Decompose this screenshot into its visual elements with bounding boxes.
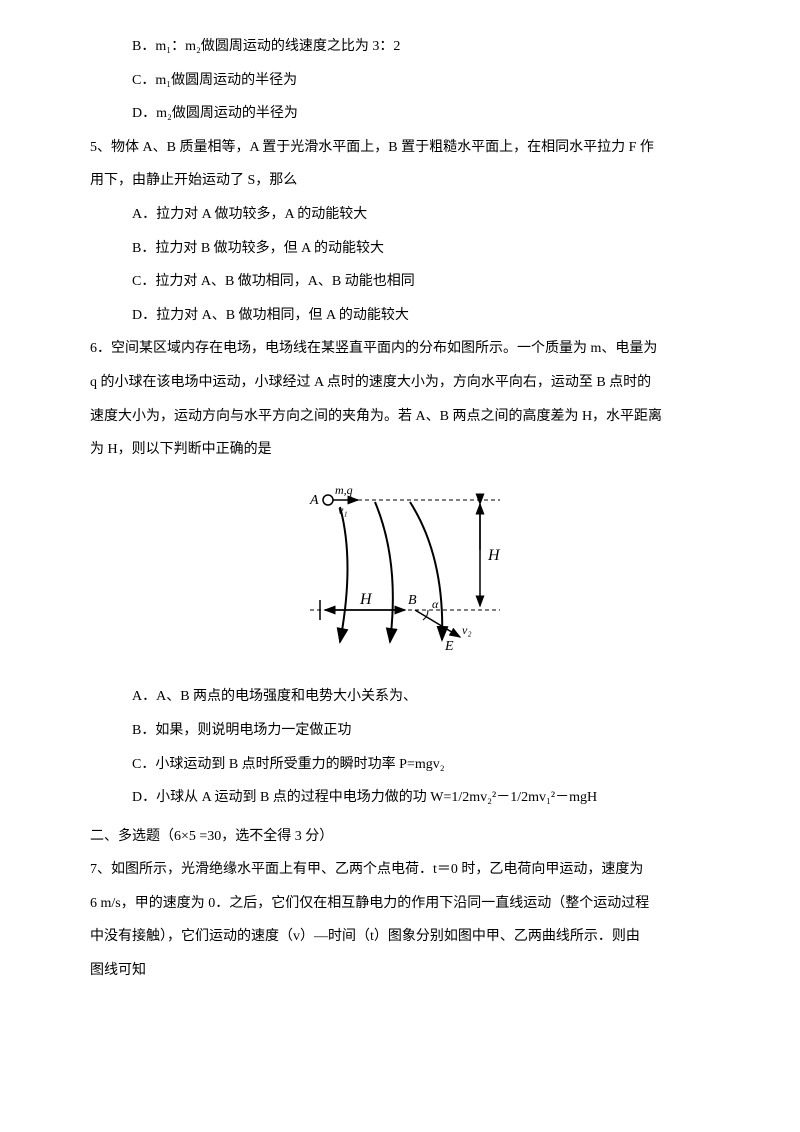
q4-option-b: B．m₁：m₂做圆周运动的线速度之比为 3：2: [90, 30, 710, 64]
q6-stem4-text: 为 H，则以下判断中正确的是: [90, 442, 272, 457]
q6-diagram-container: A m,q v₁ H H B α v₂ E: [90, 482, 710, 666]
q6-stem-line4: 为 H，则以下判断中正确的是: [90, 433, 710, 467]
q4-option-c: C．m₁做圆周运动的半径为: [90, 64, 710, 98]
label-H-vert: H: [487, 547, 501, 564]
section2-header-text: 二、多选题（6×5 =30，选不全得 3 分）: [90, 829, 333, 844]
q5-option-c: C．拉力对 A、B 做功相同，A、B 动能也相同: [90, 265, 710, 299]
q4-option-d: D．m₂做圆周运动的半径为: [90, 97, 710, 131]
q5-stem1-text: 5、物体 A、B 质量相等，A 置于光滑水平面上，B 置于粗糙水平面上，在相同水…: [90, 140, 654, 155]
label-B: B: [408, 593, 417, 608]
q6-opta-text: A．A、B 两点的电场强度和电势大小关系为、: [132, 689, 417, 704]
label-alpha: α: [432, 597, 439, 611]
q7-stem2-text: 6 m/s，甲的速度为 0．之后，它们仅在相互静电力的作用下沿同一直线运动（整个…: [90, 896, 649, 911]
q7-stem-line4: 图线可知: [90, 954, 710, 988]
q7-stem4-text: 图线可知: [90, 963, 146, 978]
q6-stem-line3: 速度大小为，运动方向与水平方向之间的夹角为。若 A、B 两点之间的高度差为 H，…: [90, 400, 710, 434]
q5-option-d: D．拉力对 A、B 做功相同，但 A 的动能较大: [90, 299, 710, 333]
q6-option-b: B．如果，则说明电场力一定做正功: [90, 714, 710, 748]
q4-optd-text: D．m₂做圆周运动的半径为: [132, 106, 298, 121]
section2-header: 二、多选题（6×5 =30，选不全得 3 分）: [90, 820, 710, 854]
q6-option-c: C．小球运动到 B 点时所受重力的瞬时功率 P=mgv₂: [90, 748, 710, 782]
q6-optd-text: D．小球从 A 运动到 B 点的过程中电场力做的功 W=1/2mv₂²－1/2m…: [132, 790, 597, 805]
q7-stem1-text: 7、如图所示，光滑绝缘水平面上有甲、乙两个点电荷．t＝0 时，乙电荷向甲运动，速…: [90, 862, 643, 877]
q7-stem-line1: 7、如图所示，光滑绝缘水平面上有甲、乙两个点电荷．t＝0 时，乙电荷向甲运动，速…: [90, 853, 710, 887]
q5-option-a: A．拉力对 A 做功较多，A 的动能较大: [90, 198, 710, 232]
q6-stem-line2: q 的小球在该电场中运动，小球经过 A 点时的速度大小为，方向水平向右，运动至 …: [90, 366, 710, 400]
q6-stem2-text: q 的小球在该电场中运动，小球经过 A 点时的速度大小为，方向水平向右，运动至 …: [90, 375, 651, 390]
q5-optd-text: D．拉力对 A、B 做功相同，但 A 的动能较大: [132, 308, 409, 323]
label-H-horiz: H: [359, 591, 373, 608]
q5-optb-text: B．拉力对 B 做功较多，但 A 的动能较大: [132, 241, 384, 256]
q5-optc-text: C．拉力对 A、B 做功相同，A、B 动能也相同: [132, 274, 415, 289]
q5-stem-line2: 用下，由静止开始运动了 S，那么: [90, 164, 710, 198]
label-A: A: [309, 493, 319, 508]
q5-option-b: B．拉力对 B 做功较多，但 A 的动能较大: [90, 232, 710, 266]
q5-opta-text: A．拉力对 A 做功较多，A 的动能较大: [132, 207, 367, 222]
q5-stem2-text: 用下，由静止开始运动了 S，那么: [90, 173, 297, 188]
label-v2: v₂: [462, 623, 472, 637]
q6-stem3-text: 速度大小为，运动方向与水平方向之间的夹角为。若 A、B 两点之间的高度差为 H，…: [90, 409, 662, 424]
q7-stem-line2: 6 m/s，甲的速度为 0．之后，它们仅在相互静电力的作用下沿同一直线运动（整个…: [90, 887, 710, 921]
label-E: E: [444, 639, 454, 652]
q6-option-d: D．小球从 A 运动到 B 点的过程中电场力做的功 W=1/2mv₂²－1/2m…: [90, 781, 710, 815]
q7-stem-line3: 中没有接触），它们运动的速度（v）—时间（t）图象分别如图中甲、乙两曲线所示．则…: [90, 920, 710, 954]
q4-optb-text: B．m₁：m₂做圆周运动的线速度之比为 3：2: [132, 39, 400, 54]
q6-optc-text: C．小球运动到 B 点时所受重力的瞬时功率 P=mgv₂: [132, 757, 445, 772]
q6-field-diagram: A m,q v₁ H H B α v₂ E: [280, 482, 520, 652]
q6-option-a: A．A、B 两点的电场强度和电势大小关系为、: [90, 680, 710, 714]
q7-stem3-text: 中没有接触），它们运动的速度（v）—时间（t）图象分别如图中甲、乙两曲线所示．则…: [90, 929, 640, 944]
q4-optc-text: C．m₁做圆周运动的半径为: [132, 73, 297, 88]
q6-stem1-text: 6．空间某区域内存在电场，电场线在某竖直平面内的分布如图所示。一个质量为 m、电…: [90, 341, 657, 356]
q5-stem-line1: 5、物体 A、B 质量相等，A 置于光滑水平面上，B 置于粗糙水平面上，在相同水…: [90, 131, 710, 165]
q6-optb-text: B．如果，则说明电场力一定做正功: [132, 723, 351, 738]
label-mq: m,q: [335, 483, 353, 497]
q6-stem-line1: 6．空间某区域内存在电场，电场线在某竖直平面内的分布如图所示。一个质量为 m、电…: [90, 332, 710, 366]
